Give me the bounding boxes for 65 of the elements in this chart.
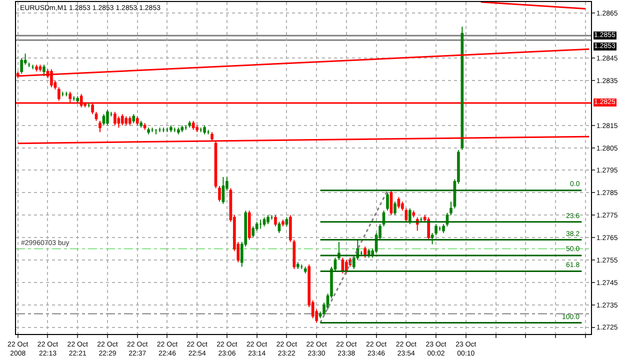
candlestick [35, 64, 38, 72]
candlestick [438, 226, 442, 232]
candlestick [259, 219, 262, 230]
candlestick [199, 127, 202, 133]
candlestick [252, 226, 255, 238]
candlestick [300, 264, 304, 270]
candlestick [285, 216, 288, 227]
candlestick [98, 120, 102, 133]
candlestick [147, 127, 150, 135]
candlestick [140, 120, 142, 128]
candlestick [64, 91, 68, 97]
candlestick [304, 266, 307, 274]
candlestick [408, 208, 412, 225]
candlestick [427, 216, 430, 240]
candlestick [442, 224, 445, 234]
candlestick [154, 129, 158, 135]
candlestick [162, 127, 165, 133]
candlestick [206, 129, 210, 135]
candlestick [117, 116, 120, 128]
candlestick [72, 96, 76, 102]
candlestick [386, 192, 389, 212]
candlestick [390, 190, 393, 216]
candlestick [121, 114, 124, 126]
candlestick [394, 201, 396, 216]
candlestick [184, 124, 188, 130]
candlestick [170, 124, 172, 133]
candlestick [248, 210, 251, 240]
candlestick [106, 109, 109, 126]
candlestick [61, 91, 64, 97]
candlestick [282, 219, 284, 227]
candlestick [266, 214, 270, 225]
candlestick [150, 127, 154, 133]
candlestick [31, 64, 34, 70]
candlestick [136, 116, 139, 126]
candlestick [102, 114, 106, 126]
candlestick [270, 214, 274, 220]
candlestick [196, 124, 198, 133]
candlestick [364, 246, 367, 258]
candlestick [412, 210, 416, 218]
candlestick [180, 124, 184, 133]
candlestick [124, 116, 128, 126]
candlestick [203, 124, 206, 135]
candlestick [132, 114, 136, 124]
candlestick [20, 58, 24, 74]
candlestick [76, 96, 80, 104]
candlestick [114, 111, 116, 126]
candlestick [38, 64, 42, 72]
candlestick [274, 214, 277, 227]
candlestick [262, 216, 266, 227]
candlestick [128, 116, 132, 126]
candlestick [222, 176, 225, 204]
candlestick [192, 120, 195, 130]
candlestick [143, 122, 146, 130]
candlestick [94, 111, 98, 122]
candlestick [166, 127, 169, 133]
candlestick [173, 127, 176, 133]
candlestick [42, 64, 46, 77]
candlestick [278, 221, 281, 234]
candlestick [177, 127, 180, 135]
candlestick [87, 102, 90, 108]
candlestick [158, 127, 162, 133]
candlestick [397, 196, 400, 209]
candlestick [420, 216, 423, 222]
candlestick [188, 120, 192, 128]
candlestick [296, 262, 300, 270]
